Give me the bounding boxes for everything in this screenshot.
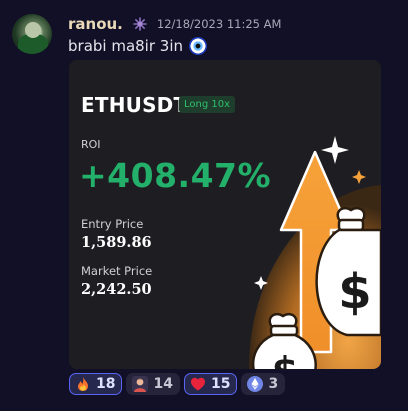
reaction-person[interactable]: 14 [126,373,180,395]
username[interactable]: ranou. [68,15,123,33]
evil-eye-emoji-icon[interactable] [189,37,208,55]
reaction-count: 15 [210,376,231,392]
reaction-count: 18 [96,376,116,392]
trade-card-image[interactable]: ETHUSDT Long 10x ROI +408.47% Entry Pric… [69,60,381,369]
timestamp[interactable]: 12/18/2023 11:25 AM [156,17,282,31]
ethereum-icon [247,376,264,392]
role-badge-icon[interactable] [133,17,147,31]
avatar[interactable] [12,14,52,54]
reaction-fire[interactable]: 18 [69,373,123,395]
reactions-bar: 18 14 15 3 [69,373,286,397]
message-content: brabi ma8ir 3in [68,37,208,55]
entry-price-label: Entry Price [81,217,144,231]
market-price-value: 2,242.50 [81,281,152,298]
roi-label: ROI [81,138,101,151]
reaction-count: 3 [268,376,279,392]
person-emoji-icon [132,376,149,392]
reaction-heart[interactable]: 15 [183,373,238,395]
message-text: brabi ma8ir 3in [68,37,184,55]
trading-pair: ETHUSDT [81,93,188,117]
reaction-ethereum[interactable]: 3 [241,373,286,395]
entry-price-value: 1,589.86 [81,234,152,251]
money-bags-arrow-icon: $ $ [249,136,381,369]
roi-value: +408.47% [79,156,272,195]
heart-icon [190,377,205,391]
market-price-label: Market Price [81,264,153,278]
svg-text:$: $ [272,349,298,369]
reaction-count: 14 [153,376,173,392]
fire-icon [78,377,88,391]
svg-text:$: $ [338,264,371,320]
leverage-badge: Long 10x [179,96,236,113]
message-header: ranou. 12/18/2023 11:25 AM [68,14,281,34]
